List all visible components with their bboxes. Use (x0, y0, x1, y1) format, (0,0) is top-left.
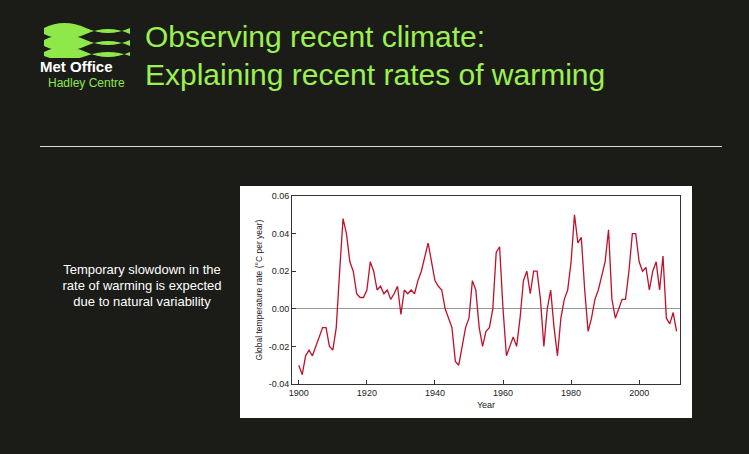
svg-text:0.04: 0.04 (272, 229, 290, 239)
html-text:Temporary slowdown in the rate: Temporary slowdown in the rate of warmin… (62, 262, 222, 309)
svg-text:1980: 1980 (561, 388, 581, 398)
svg-text:1920: 1920 (357, 388, 377, 398)
svg-text:1900: 1900 (289, 388, 309, 398)
svg-text:Year: Year (477, 400, 495, 410)
svg-text:1940: 1940 (425, 388, 445, 398)
svg-text:-0.04: -0.04 (269, 379, 290, 389)
svg-text:-0.02: -0.02 (269, 342, 290, 352)
svg-text:0.00: 0.00 (272, 304, 290, 314)
svg-text:0.02: 0.02 (272, 266, 290, 276)
svg-text:Global temperature rate (°C pe: Global temperature rate (°C per year) (254, 219, 264, 360)
html-text:Hadley Centre: Hadley Centre (48, 76, 125, 90)
svg-text:2000: 2000 (629, 388, 649, 398)
svg-text:0.06: 0.06 (272, 191, 290, 201)
html-text:Met Office: Met Office (40, 58, 113, 75)
html-text:Explaining recent rates of war: Explaining recent rates of warming (145, 58, 606, 91)
html-text:Observing recent climate:: Observing recent climate: (145, 20, 486, 53)
svg-text:1960: 1960 (493, 388, 513, 398)
